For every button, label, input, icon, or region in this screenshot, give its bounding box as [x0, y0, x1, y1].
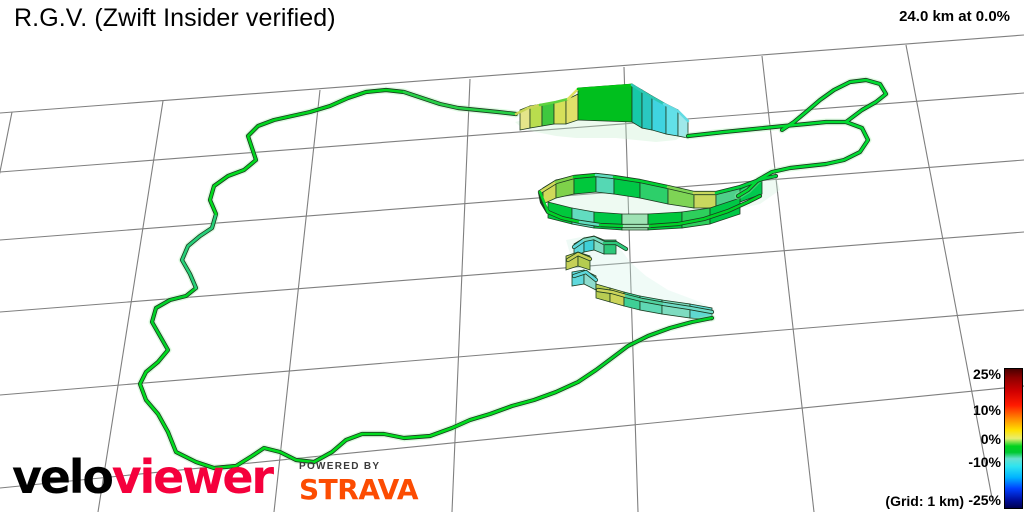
- veloviewer-wordmark: veloviewer: [12, 454, 274, 500]
- wall-seg: [661, 299, 691, 319]
- route-top-surface: [136, 76, 890, 472]
- wall-seg: [573, 173, 597, 195]
- wall-seg: [651, 95, 667, 135]
- route-extrusion-walls: [519, 83, 763, 321]
- viewer-text: viewer: [111, 450, 274, 504]
- wall-seg: [709, 197, 741, 225]
- legend-label-25: 25%: [972, 366, 1001, 382]
- shadow-switchbacks: [566, 236, 716, 318]
- legend-label-0: 0%: [980, 431, 1001, 447]
- legend-label-minus-25: -25%: [968, 492, 1001, 508]
- wall-seg: [603, 239, 617, 255]
- wall-seg: [593, 211, 623, 231]
- wall-seg: [553, 99, 567, 125]
- wall-seg: [519, 105, 531, 131]
- grid-row: [0, 92, 1024, 173]
- wall-seg: [681, 207, 711, 229]
- wall-seg: [565, 251, 579, 271]
- wall-seg: [583, 269, 597, 291]
- wall-seg: [577, 251, 591, 271]
- powered-by-label: POWERED BY: [299, 461, 381, 472]
- grid-col: [905, 44, 993, 499]
- grid-row: [0, 309, 1024, 396]
- shadow-north-lobe: [515, 94, 688, 142]
- page-title: R.G.V. (Zwift Insider verified): [14, 4, 336, 32]
- grid-row: [0, 159, 1024, 241]
- wall-seg: [583, 235, 595, 253]
- wall-seg: [595, 173, 615, 195]
- route-ground-shadow: [515, 94, 780, 318]
- wall-seg: [547, 201, 573, 225]
- strava-wordmark[interactable]: STRAVA: [299, 473, 419, 506]
- wall-seg: [571, 207, 595, 229]
- grid-col: [451, 78, 471, 512]
- gradient-colorbar[interactable]: [1004, 368, 1023, 509]
- route-gradient-line: [138, 78, 888, 470]
- wall-seg: [529, 103, 543, 129]
- wall-seg: [631, 83, 643, 129]
- colorbar-gradient: [1005, 369, 1022, 508]
- grid-col: [0, 111, 13, 175]
- wall-seg: [593, 235, 605, 255]
- grid-col: [273, 89, 321, 512]
- wall-seg: [641, 89, 653, 131]
- wall-seg: [571, 269, 585, 287]
- wall-seg: [541, 101, 555, 127]
- wall-seg: [555, 175, 575, 199]
- wall-seg: [689, 303, 713, 321]
- wall-seg: [647, 211, 683, 231]
- grid-col: [761, 55, 815, 512]
- shadow-mid-loop: [540, 174, 780, 214]
- wall-seg: [542, 179, 557, 205]
- grid-col: [623, 66, 639, 512]
- velo-text: velo: [12, 450, 114, 504]
- wall-seg: [639, 295, 663, 315]
- route-glow: [136, 76, 890, 472]
- wall-seg: [573, 237, 585, 259]
- wall-seg: [667, 185, 695, 209]
- grid-row: [0, 231, 1024, 313]
- ground-grid: [0, 34, 1024, 512]
- wall-seg: [621, 213, 649, 231]
- legend-label-minus-10: -10%: [968, 454, 1001, 470]
- wall-seg: [577, 83, 633, 123]
- wall-seg: [693, 191, 717, 209]
- wall-seg: [665, 103, 679, 137]
- grid-scale-note: (Grid: 1 km): [885, 493, 964, 509]
- wall-seg: [613, 175, 641, 199]
- wall-seg: [609, 287, 625, 307]
- wall-seg: [739, 177, 763, 203]
- wall-seg: [677, 109, 689, 139]
- route-casing: [137, 77, 889, 471]
- wall-seg: [595, 283, 611, 303]
- route-stats: 24.0 km at 0.0%: [899, 8, 1010, 25]
- grid-row: [0, 34, 1024, 114]
- wall-seg: [715, 185, 741, 209]
- legend-label-10: 10%: [972, 402, 1001, 418]
- wall-seg: [623, 291, 641, 311]
- wall-seg: [639, 179, 669, 205]
- wall-seg: [565, 93, 579, 125]
